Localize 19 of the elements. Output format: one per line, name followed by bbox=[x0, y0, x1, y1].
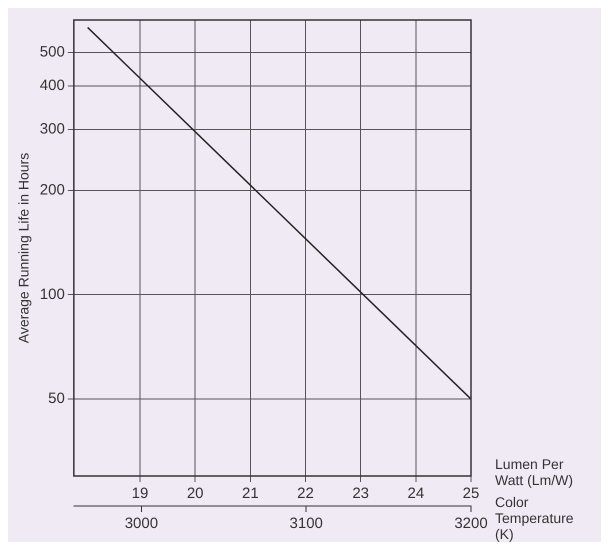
x2-tick-label: 3100 bbox=[290, 515, 323, 532]
x-tick-label: 23 bbox=[352, 485, 370, 502]
x-tick-label: 22 bbox=[297, 485, 314, 502]
y-tick-label: 300 bbox=[40, 120, 65, 138]
x-axis-title: Lumen Per Watt (Lm/W) bbox=[495, 456, 574, 488]
y-tick-label: 200 bbox=[40, 181, 65, 198]
y-tick-label: 100 bbox=[40, 286, 65, 303]
x-tick-label: 21 bbox=[242, 485, 259, 502]
x2-tick-label: 3200 bbox=[454, 515, 488, 532]
y-tick-label: 400 bbox=[40, 77, 65, 94]
x-tick-label: 19 bbox=[132, 485, 148, 502]
x2-tick-label: 3000 bbox=[124, 515, 158, 532]
y-axis-title: Average Running Life in Hours bbox=[15, 152, 32, 344]
x-tick-label: 20 bbox=[186, 485, 204, 502]
y-tick-label: 50 bbox=[48, 390, 65, 408]
x-tick-label: 24 bbox=[407, 485, 424, 502]
x2-axis-title: Color Temperature (K) bbox=[495, 494, 574, 542]
x-tick-label: 25 bbox=[462, 485, 480, 502]
y-tick-label: 500 bbox=[40, 44, 65, 61]
